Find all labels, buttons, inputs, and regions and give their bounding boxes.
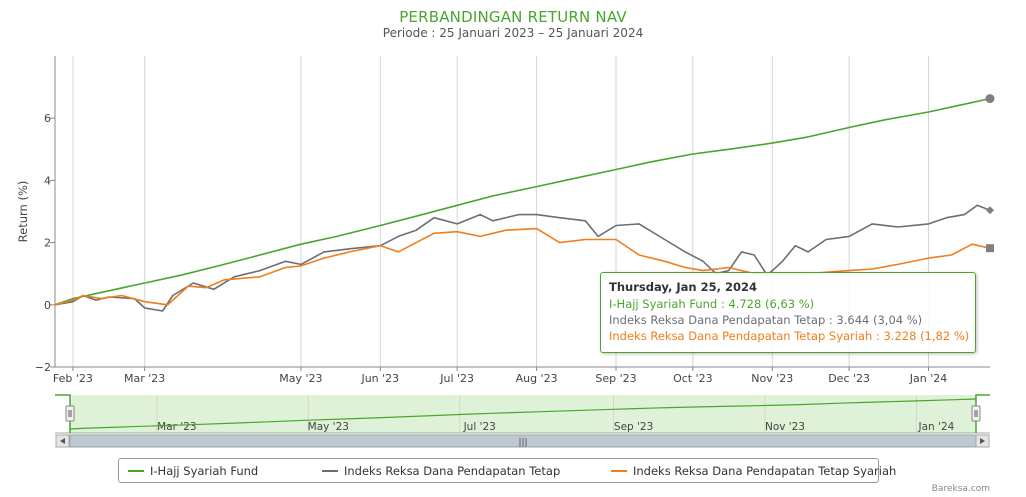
credit-label: Bareksa.com bbox=[931, 484, 990, 494]
chevron-left-icon bbox=[60, 438, 65, 444]
x-tick-label: Jan '24 bbox=[909, 372, 947, 385]
legend-label: I-Hajj Syariah Fund bbox=[150, 464, 259, 478]
x-tick-label: Oct '23 bbox=[673, 372, 713, 385]
series-end-marker bbox=[986, 244, 994, 253]
legend-item-pendapatan-tetap[interactable]: Indeks Reksa Dana Pendapatan Tetap bbox=[322, 464, 560, 478]
legend-swatch bbox=[128, 469, 144, 472]
navigator-handle-left[interactable] bbox=[65, 405, 75, 422]
x-tick-label: Nov '23 bbox=[751, 372, 793, 385]
scrollbar-grip: ||| bbox=[518, 438, 527, 448]
x-tick-label: Dec '23 bbox=[828, 372, 870, 385]
tooltip-row-pendapatan-tetap: Indeks Reksa Dana Pendapatan Tetap : 3.6… bbox=[609, 313, 923, 327]
legend-label: Indeks Reksa Dana Pendapatan Tetap Syari… bbox=[633, 464, 897, 478]
y-tick-label: 6 bbox=[44, 112, 51, 125]
legend-item-pendapatan-tetap-syariah[interactable]: Indeks Reksa Dana Pendapatan Tetap Syari… bbox=[611, 464, 896, 478]
navigator-handle-right[interactable] bbox=[971, 405, 981, 422]
y-tick-label: 0 bbox=[44, 299, 51, 312]
navigator-label: May '23 bbox=[308, 421, 349, 433]
series-line-0 bbox=[54, 97, 991, 306]
chart-tooltip: Thursday, Jan 25, 2024 I-Hajj Syariah Fu… bbox=[600, 272, 976, 353]
navigator-label: Sep '23 bbox=[614, 421, 653, 433]
plot-axes: Feb '23 Mar '23 May '23 Jun '23 Jul '23 Aug '… bbox=[16, 56, 990, 385]
navigator-series bbox=[69, 398, 977, 430]
chevron-right-icon bbox=[980, 438, 985, 444]
series-line-1 bbox=[54, 204, 991, 312]
tooltip-row-pendapatan-tetap-syariah: Indeks Reksa Dana Pendapatan Tetap Syari… bbox=[609, 329, 970, 343]
navigator-label: Mar '23 bbox=[157, 421, 196, 433]
x-tick-label: Sep '23 bbox=[595, 372, 636, 385]
series-end-marker bbox=[986, 206, 994, 215]
y-axis-title: Return (%) bbox=[16, 181, 30, 243]
x-tick-label: Jul '23 bbox=[439, 372, 474, 385]
x-tick-label: Feb '23 bbox=[53, 372, 93, 385]
chart-subtitle: Periode : 25 Januari 2023 – 25 Januari 2… bbox=[382, 26, 644, 40]
chart-legend: I-Hajj Syariah Fund Indeks Reksa Dana Pe… bbox=[118, 458, 896, 483]
x-tick-label: Aug '23 bbox=[516, 372, 558, 385]
tooltip-row-ihajj: I-Hajj Syariah Fund : 4.728 (6,63 %) bbox=[609, 297, 815, 311]
navigator: Mar '23 May '23 Jul '23 Sep '23 Nov '23 Jan '… bbox=[55, 394, 990, 448]
chart-title: PERBANDINGAN RETURN NAV bbox=[399, 8, 627, 26]
legend-label: Indeks Reksa Dana Pendapatan Tetap bbox=[344, 464, 561, 478]
legend-swatch bbox=[322, 469, 338, 472]
navigator-label: Nov '23 bbox=[765, 421, 805, 433]
legend-item-ihajj[interactable]: I-Hajj Syariah Fund bbox=[128, 464, 258, 478]
x-tick-label: Jun '23 bbox=[360, 372, 399, 385]
y-tick-label: −2 bbox=[35, 361, 51, 374]
navigator-label: Jan '24 bbox=[918, 421, 955, 433]
y-tick-label: 4 bbox=[44, 174, 51, 187]
legend-swatch bbox=[611, 469, 627, 472]
x-tick-label: Mar '23 bbox=[124, 372, 165, 385]
navigator-label: Jul '23 bbox=[463, 421, 496, 433]
navigator-selection bbox=[70, 395, 976, 433]
series-end-marker bbox=[985, 94, 995, 104]
x-tick-label: May '23 bbox=[279, 372, 322, 385]
tooltip-header: Thursday, Jan 25, 2024 bbox=[609, 280, 757, 294]
y-tick-label: 2 bbox=[44, 237, 51, 250]
